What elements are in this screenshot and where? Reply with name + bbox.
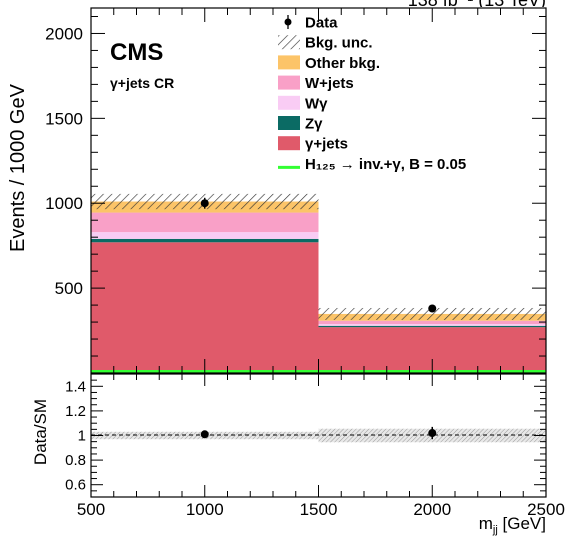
legend-swatch-6	[278, 136, 300, 151]
legend-swatch-3	[278, 75, 300, 90]
ratio-tick-label: 1.2	[65, 403, 86, 420]
ratio-point-0	[200, 430, 209, 439]
legend-label-3: W+jets	[305, 75, 354, 92]
legend-label-4: Wγ	[305, 95, 328, 112]
x-axis-title-main: m	[479, 514, 493, 533]
legend-label-6: γ+jets	[305, 136, 348, 153]
legend-label-1: Bkg. unc.	[305, 35, 373, 52]
x-axis-title-unit: [GeV]	[498, 514, 546, 533]
stack-bar-3-bin-0	[91, 212, 319, 233]
y-tick-label: 2000	[45, 24, 83, 43]
main-axis-ticks: 500 1000 1500 2000	[45, 8, 547, 373]
stack-layer	[91, 201, 546, 373]
ratio-tick-label: 1	[78, 428, 86, 445]
ratio-data-layer	[200, 426, 437, 440]
x-axis-title-sub: jj	[492, 524, 498, 536]
legend-hatch-swatch	[278, 35, 300, 50]
stack-bar-2-bin-1	[318, 324, 546, 326]
region-label: γ+jets CR	[110, 75, 174, 91]
stack-bar-2-bin-0	[91, 232, 319, 239]
ratio-tick-label: 0.6	[65, 477, 86, 494]
stack-bar-0-bin-0	[91, 242, 319, 373]
y-tick-label: 500	[55, 279, 83, 298]
y-axis-title: Events / 1000 GeV	[7, 83, 29, 252]
bkg-unc-bin-1	[318, 307, 546, 320]
ratio-tick-label: 1.4	[65, 378, 86, 395]
ratio-y-axis-title: Data/SM	[31, 399, 50, 465]
ratio-axis-ticks: 0.6 0.8 1 1.2 1.4 500 1000 1500 2000 2500	[65, 374, 565, 519]
x-axis-title: mjj [GeV]	[479, 514, 546, 536]
luminosity-header: 138 fb⁻¹ (13 TeV)	[408, 0, 546, 10]
y-tick-label: 1000	[45, 194, 83, 213]
legend-label-5: Zγ	[305, 116, 323, 133]
y-tick-label: 1500	[45, 109, 83, 128]
legend-label-7: H₁₂₅ → inv.+γ, B = 0.05	[305, 156, 466, 173]
cms-label: CMS	[110, 39, 163, 66]
legend-swatch-2	[278, 55, 300, 70]
x-tick-label: 1500	[300, 500, 338, 519]
data-point-1	[428, 304, 437, 313]
legend-swatch-4	[278, 95, 300, 110]
data-point-0	[200, 199, 209, 208]
data-layer	[200, 197, 437, 313]
x-tick-label: 500	[77, 500, 105, 519]
ratio-tick-label: 0.8	[65, 452, 86, 469]
legend-label-0: Data	[305, 15, 338, 32]
ratio-point-1	[428, 429, 437, 438]
x-tick-label: 2000	[413, 500, 451, 519]
stack-bar-1-bin-1	[318, 325, 546, 328]
x-tick-label: 2500	[527, 500, 565, 519]
legend-label-2: Other bkg.	[305, 55, 380, 72]
stack-bar-1-bin-0	[91, 238, 319, 243]
x-tick-label: 1000	[186, 500, 224, 519]
legend-swatch-5	[278, 116, 300, 130]
stack-bar-3-bin-1	[318, 320, 546, 325]
legend: Data Bkg. unc. Other bkg. W+jets Wγ Zγ γ+jets H…	[278, 15, 466, 173]
